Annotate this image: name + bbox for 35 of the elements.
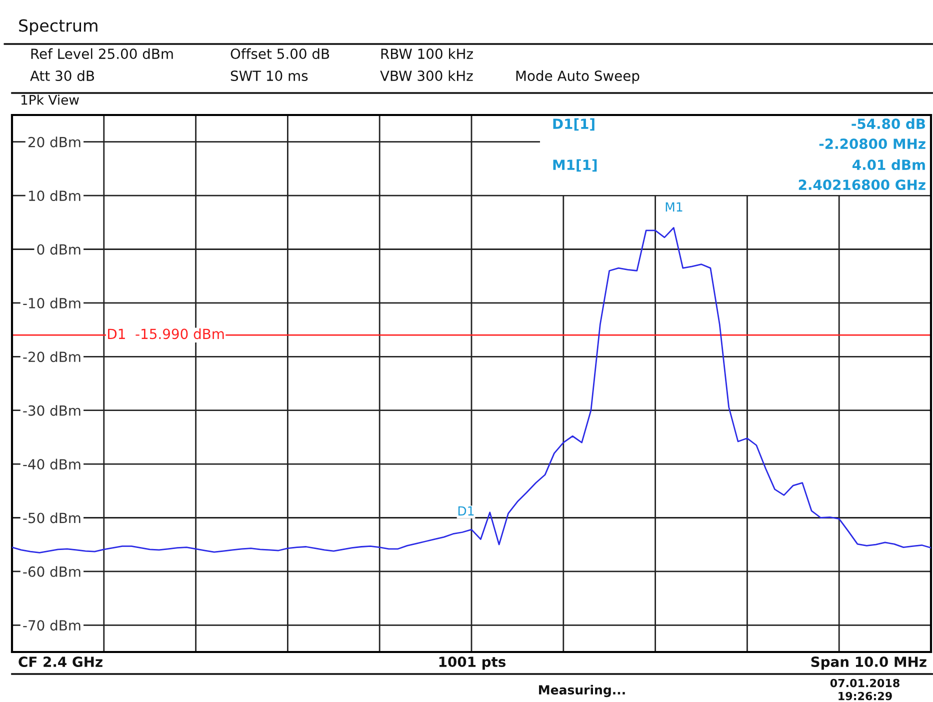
annotation: M1[1] (553, 159, 597, 172)
chart-title: Spectrum (19, 19, 98, 36)
text: SWT 10 ms (230, 70, 308, 82)
annotation: -2.20800 MHz (819, 138, 926, 150)
line-series (12, 227, 931, 554)
text: Ref Level 25.00 dBm (31, 48, 173, 60)
text: Att 30 dB (30, 70, 94, 82)
text: 1Pk View (21, 94, 79, 105)
y-tick-label: -40 dBm (23, 458, 80, 470)
text: Span 10.0 MHz (811, 656, 926, 670)
annotation: D1[1] (553, 118, 594, 131)
y-tick-label: 20 dBm (28, 136, 80, 148)
annotation: D1 (458, 506, 474, 516)
text: Mode Auto Sweep (516, 70, 640, 84)
text: 07.01.2018 (830, 678, 900, 688)
annotation: M1 (666, 202, 682, 212)
y-tick-label: 10 dBm (29, 190, 80, 202)
annotation: -54.80 dB (852, 118, 926, 130)
text: 1001 pts (439, 656, 506, 670)
y-tick-label: -50 dBm (23, 512, 80, 524)
text: RBW 100 kHz (381, 48, 473, 60)
text: Offset 5.00 dB (230, 48, 330, 60)
y-tick-label: -70 dBm (23, 620, 80, 631)
y-tick-label: -10 dBm (23, 298, 80, 308)
text: 19:26:29 (838, 692, 892, 700)
text: Measuring... (539, 684, 625, 698)
y-tick-label: -20 dBm (23, 351, 80, 362)
text: VBW 300 kHz (380, 70, 473, 82)
y-tick-label: -30 dBm (23, 405, 80, 416)
annotation: 4.01 dBm (852, 159, 925, 170)
ref-line-label: D1 -15.990 dBm (108, 328, 224, 340)
y-tick-label: 0 dBm (37, 244, 80, 255)
annotation: 2.40216800 GHz (798, 180, 926, 190)
text: CF 2.4 GHz (18, 656, 102, 668)
y-tick-label: -60 dBm (23, 566, 80, 577)
